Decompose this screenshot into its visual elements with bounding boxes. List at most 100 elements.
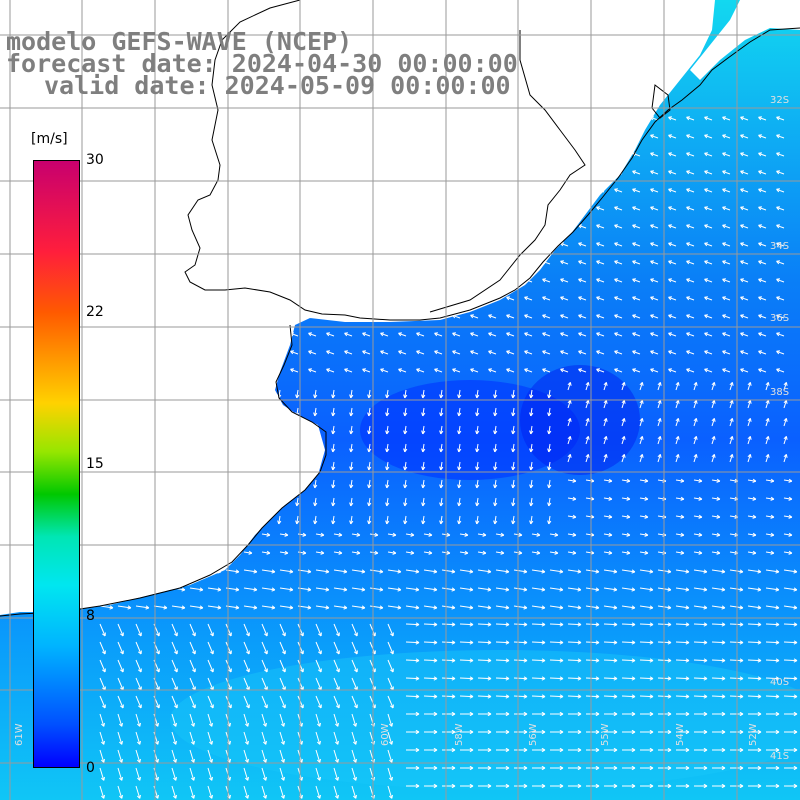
wind-arrow-head [433,711,438,715]
wind-arrow [632,296,641,301]
wind-arrow [308,350,317,355]
wind-arrow-head [703,640,708,644]
wind-arrow-head [703,729,708,733]
wind-arrow [530,515,533,524]
wind-arrow [704,368,713,373]
wind-arrow [350,407,353,416]
wind-arrow-head [433,676,438,680]
wind-arrow-head [783,454,787,458]
wind-arrow-head [758,260,762,265]
wind-arrow-head [440,484,444,489]
wind-arrow-head [103,740,105,745]
wind-arrow [765,551,774,554]
colorbar-tick-22: 22 [86,304,104,320]
wind-arrow [297,677,304,691]
wind-arrow-head [603,382,607,386]
wind-arrow [675,533,684,536]
wind-arrow [549,623,564,626]
wind-arrow [675,454,679,463]
wind-arrow-head [211,740,213,745]
wind-arrow-head [235,587,240,591]
wind-arrow-head [319,722,321,727]
wind-arrow-head [722,260,726,265]
wind-arrow-head [703,765,708,769]
wind-arrow [632,332,641,337]
wind-arrow [171,659,178,673]
wind-arrow-head [476,394,480,399]
wind-arrow-head [433,696,438,699]
wind-arrow [243,677,250,691]
wind-arrow-head [211,758,213,763]
wind-arrow [434,332,443,337]
wind-arrow [621,436,625,445]
wind-arrow-head [193,776,195,781]
wind-arrow [476,425,479,434]
wind-arrow-head [308,332,312,337]
wind-arrow-head [649,660,654,663]
wind-arrow-head [500,550,505,554]
wind-arrow-head [524,314,528,319]
wind-arrow-head [458,466,462,471]
wind-arrow-head [337,776,339,781]
wind-arrow-head [247,722,249,727]
wind-arrow [243,695,250,709]
wind-arrow-head [722,332,726,337]
wind-arrow-head [320,532,325,536]
wind-arrow [711,695,726,698]
wind-arrow-head [698,478,703,482]
wind-arrow-head [740,350,744,355]
wind-arrow-head [451,711,456,715]
wind-arrow-head [523,696,528,699]
wind-arrow-head [512,430,516,435]
wind-arrow [711,641,726,644]
wind-arrow-head [355,794,357,799]
wind-arrow [650,206,659,211]
wind-arrow [279,587,293,591]
wind-arrow [675,436,679,445]
wind-arrow-head [404,484,408,489]
wind-arrow-head [541,658,546,662]
wind-arrow [747,569,761,573]
wind-arrow-head [590,514,595,518]
wind-arrow-head [704,116,708,121]
wind-arrow-head [729,436,733,440]
wind-arrow [422,407,425,416]
wind-arrow-head [350,520,354,525]
wind-arrow-head [542,332,546,337]
wind-arrow-head [722,296,726,301]
wind-arrow-head [613,622,618,626]
wind-arrow-head [644,550,649,554]
wind-arrow [459,695,474,698]
wind-arrow [603,677,618,680]
wind-arrow-head [793,696,798,699]
wind-arrow-head [703,678,708,681]
wind-arrow-head [680,496,685,500]
wind-arrow [494,479,497,488]
wind-arrow-head [757,624,762,627]
wind-arrow [783,533,792,536]
wind-arrow-head [451,569,456,573]
wind-arrow [657,479,666,482]
lon-label: 54W [675,723,686,746]
wind-arrow-head [739,587,744,591]
wind-arrow-head [577,676,582,680]
wind-arrow-head [326,350,330,355]
wind-arrow [405,569,419,573]
wind-arrow-head [752,550,757,554]
wind-arrow-head [542,278,546,283]
wind-arrow [585,641,600,644]
wind-arrow-head [265,758,267,763]
wind-arrow-head [739,569,744,573]
wind-arrow-head [632,260,636,265]
wind-arrow-head [523,729,528,733]
wind-arrow-head [644,496,649,500]
wind-arrow [621,569,635,573]
wind-arrow [603,641,618,644]
wind-arrow-head [775,658,780,662]
wind-arrow-head [314,520,318,525]
wind-arrow-head [758,206,762,211]
wind-arrow [333,713,339,727]
wind-arrow [495,569,509,573]
wind-arrow [722,278,731,283]
wind-arrow-head [613,624,618,627]
